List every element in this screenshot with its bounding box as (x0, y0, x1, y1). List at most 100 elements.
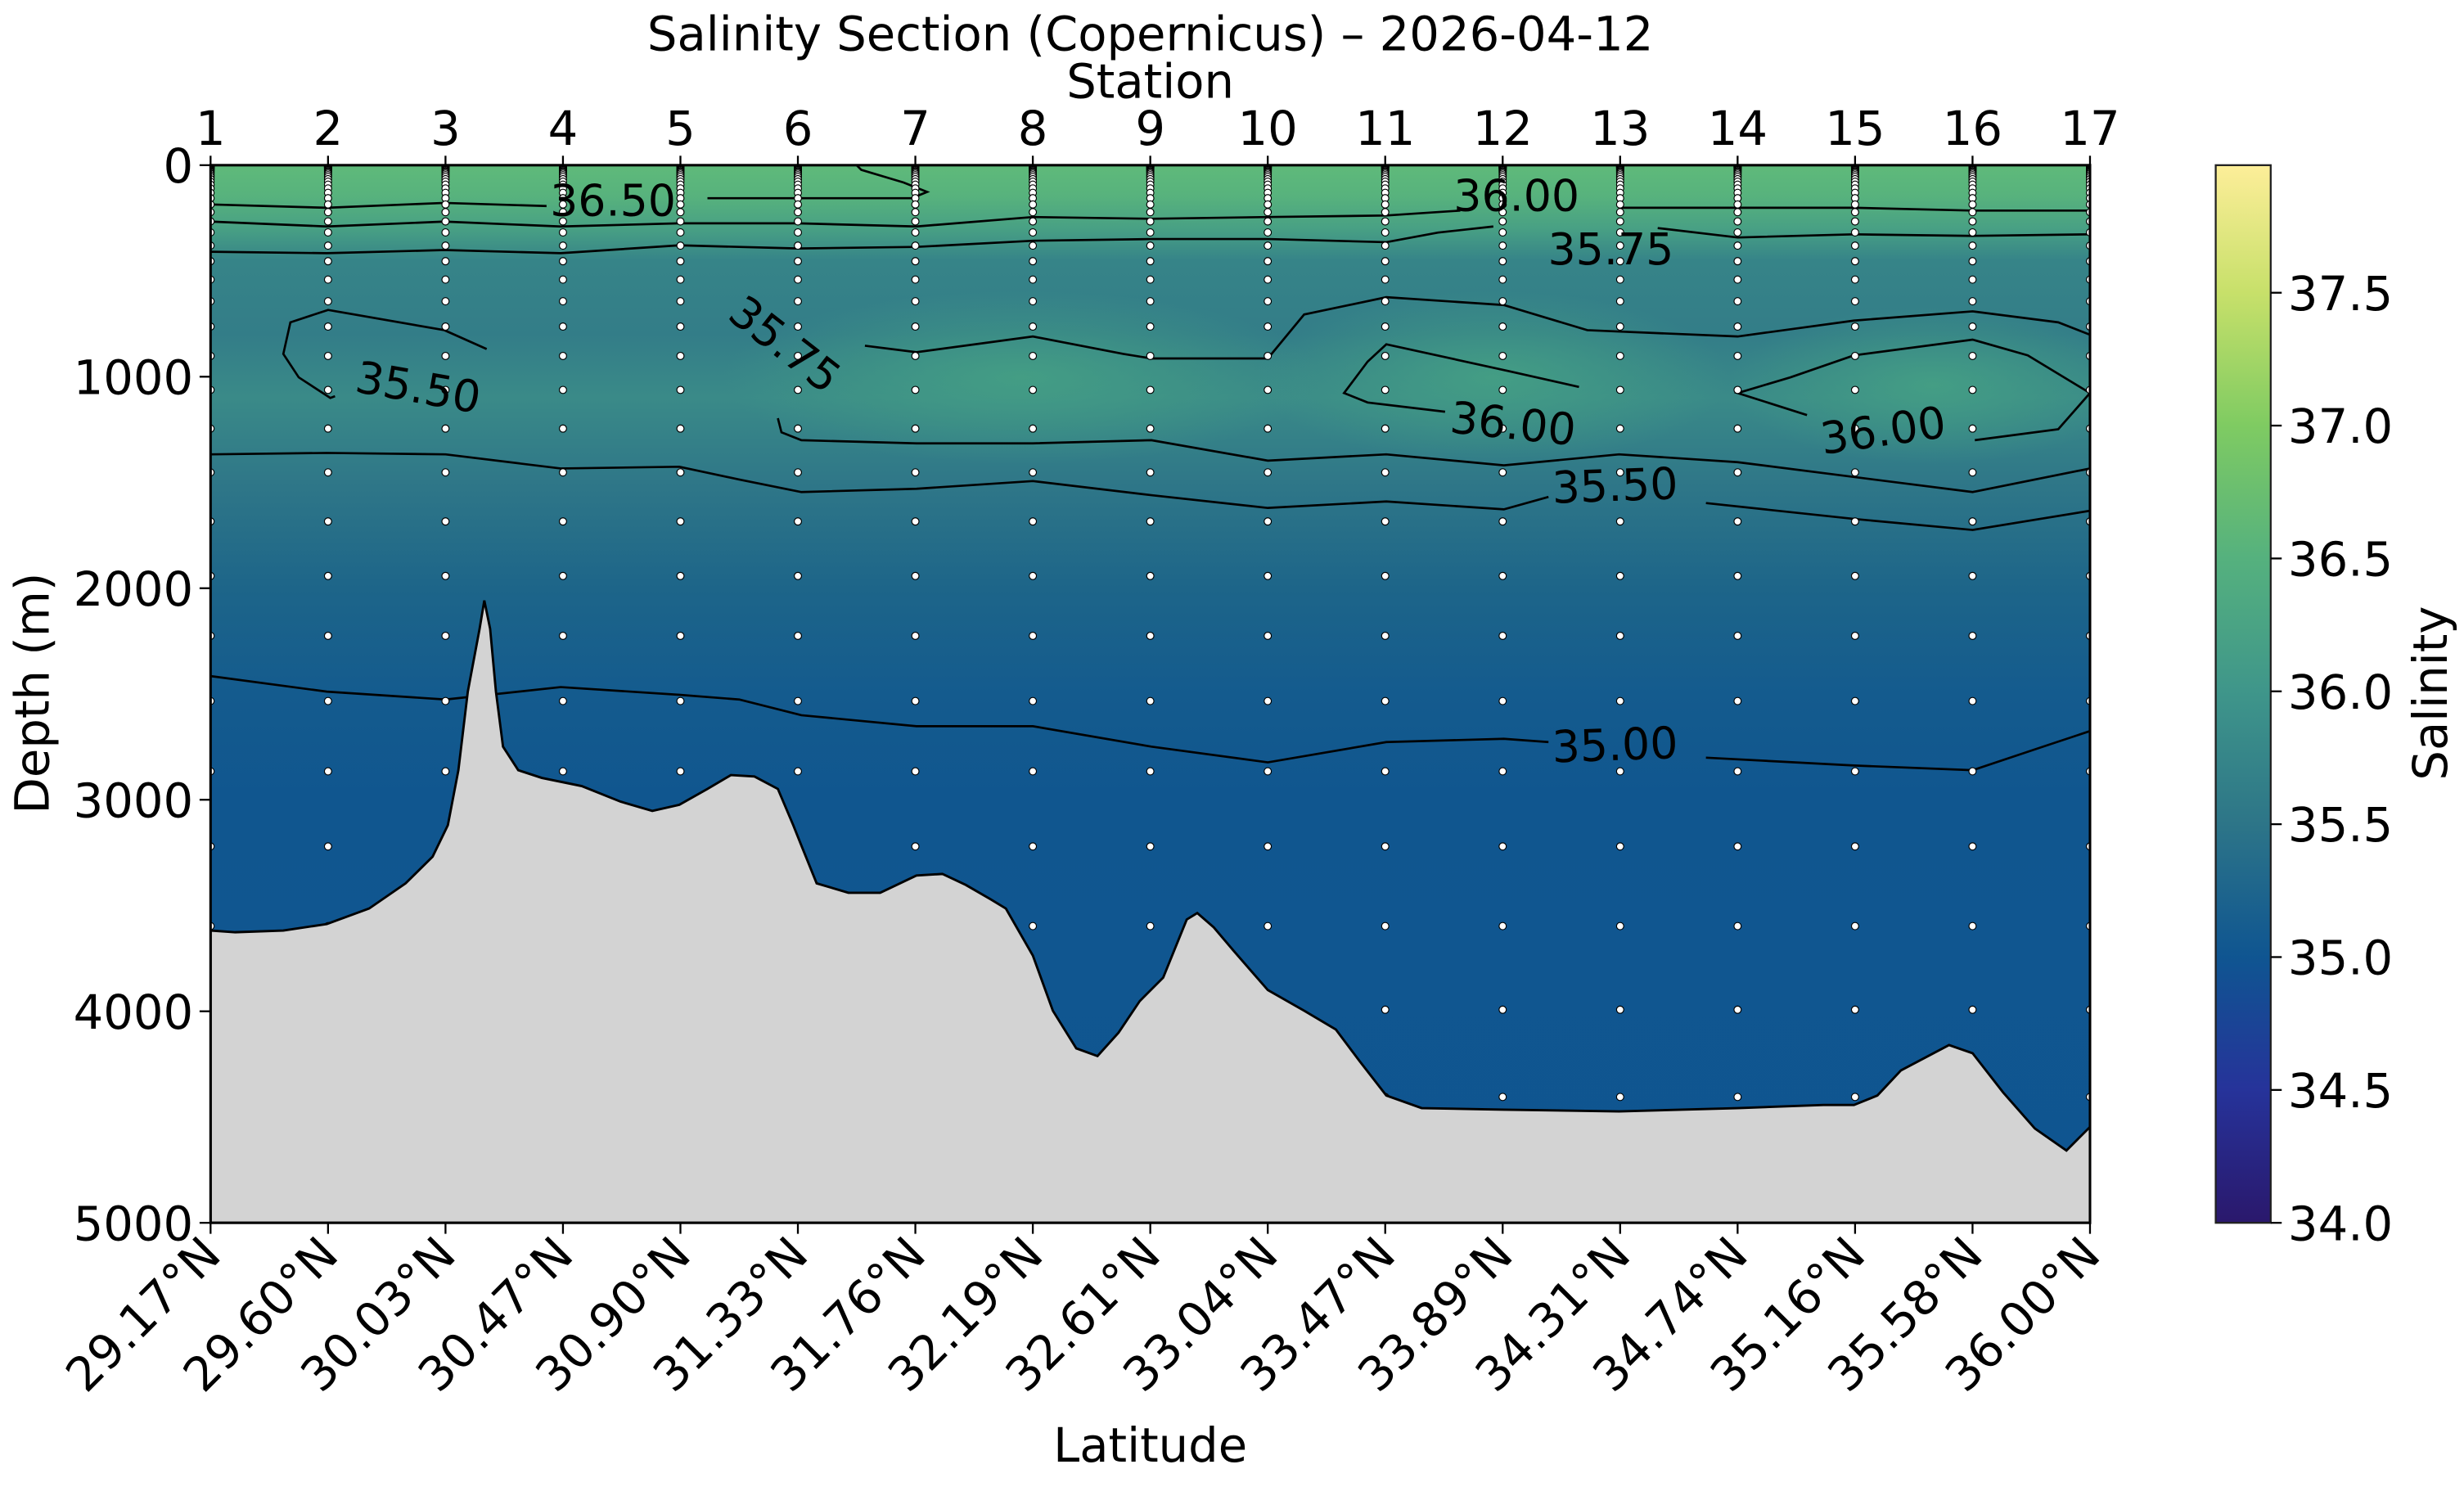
depth-tick-label: 4000 (74, 985, 194, 1040)
sample-point (1850, 217, 1859, 226)
sample-point (911, 631, 920, 640)
colorbar-tick-label: 35.0 (2288, 931, 2393, 986)
sample-point (1968, 275, 1977, 284)
sample-point (1615, 517, 1624, 526)
station-tick-label: 9 (1135, 101, 1165, 156)
sample-point (1146, 297, 1155, 306)
sample-point (1498, 322, 1507, 331)
sample-point (1850, 517, 1859, 526)
sample-point (1381, 571, 1390, 580)
sample-point (1029, 468, 1038, 477)
sample-point (676, 517, 685, 526)
sample-point (911, 696, 920, 705)
contour-line (210, 209, 1461, 228)
sample-point (1968, 200, 1977, 209)
sample-point (1146, 217, 1155, 226)
sample-point (911, 241, 920, 250)
station-tick-label: 2 (313, 101, 344, 156)
colorbar (2214, 164, 2272, 1224)
sample-point (1029, 767, 1038, 776)
sample-point (1264, 517, 1273, 526)
sample-point (1850, 385, 1859, 394)
sample-point (558, 571, 567, 580)
sample-point (1381, 1005, 1390, 1014)
sample-point (911, 257, 920, 266)
sample-point (1498, 241, 1507, 250)
sample-point (1968, 351, 1977, 360)
sample-point (1850, 208, 1859, 217)
sample-point (1264, 217, 1273, 226)
sample-point (676, 571, 685, 580)
sample-point (1968, 424, 1977, 433)
sample-point (676, 351, 685, 360)
station-tick-label: 11 (1355, 101, 1415, 156)
sample-point (1498, 468, 1507, 477)
sample-point (323, 241, 332, 250)
sample-point (1029, 208, 1038, 217)
sample-point (323, 468, 332, 477)
sample-point (794, 257, 803, 266)
sample-point (323, 385, 332, 394)
sample-point (441, 351, 450, 360)
contour-line (1342, 343, 1579, 413)
colorbar-tick-label: 36.5 (2288, 533, 2393, 588)
sample-point (1968, 385, 1977, 394)
sample-point (794, 385, 803, 394)
sample-point (1146, 257, 1155, 266)
colorbar-tick-label: 34.0 (2288, 1196, 2393, 1251)
sample-point (1498, 696, 1507, 705)
sample-point (323, 297, 332, 306)
sample-point (1968, 571, 1977, 580)
sample-point (1381, 631, 1390, 640)
sample-point (794, 424, 803, 433)
sample-point (441, 228, 450, 237)
sample-point (794, 517, 803, 526)
station-tick-label: 15 (1825, 101, 1885, 156)
contour-line (282, 309, 488, 399)
colorbar-tick-label: 37.5 (2288, 267, 2393, 322)
sample-point (1498, 257, 1507, 266)
sample-point (1733, 468, 1742, 477)
contour-line (1733, 338, 2090, 442)
depth-tick-label: 5000 (74, 1196, 194, 1251)
sample-point (1264, 200, 1273, 209)
sample-point (1850, 696, 1859, 705)
station-tick-label: 16 (1943, 101, 2002, 156)
sample-point (1264, 322, 1273, 331)
sample-point (676, 631, 685, 640)
sample-point (1968, 631, 1977, 640)
sample-point (1615, 257, 1624, 266)
sample-point (1029, 631, 1038, 640)
sample-point (1029, 297, 1038, 306)
sample-point (1850, 241, 1859, 250)
sample-point (1850, 322, 1859, 331)
sample-point (1264, 468, 1273, 477)
contour-line (777, 417, 2090, 493)
sample-point (323, 322, 332, 331)
contour-label: 35.75 (1547, 223, 1673, 275)
sample-point (558, 217, 567, 226)
station-tick-label: 12 (1473, 101, 1533, 156)
sample-point (911, 767, 920, 776)
sample-point (441, 200, 450, 209)
sample-point (1264, 631, 1273, 640)
sample-point (794, 571, 803, 580)
sample-point (1850, 1005, 1859, 1014)
sample-point (1381, 322, 1390, 331)
sample-point (1498, 767, 1507, 776)
sample-point (1968, 921, 1977, 931)
sample-point (323, 257, 332, 266)
sample-point (1968, 468, 1977, 477)
sample-point (1146, 275, 1155, 284)
depth-tick-label: 2000 (74, 562, 194, 617)
sample-point (1498, 921, 1507, 931)
sample-point (558, 297, 567, 306)
sample-point (558, 208, 567, 217)
sample-point (911, 468, 920, 477)
sample-point (1615, 241, 1624, 250)
sample-point (558, 275, 567, 284)
sample-point (323, 351, 332, 360)
sample-point (1733, 208, 1742, 217)
sample-point (558, 385, 567, 394)
sample-point (1968, 696, 1977, 705)
